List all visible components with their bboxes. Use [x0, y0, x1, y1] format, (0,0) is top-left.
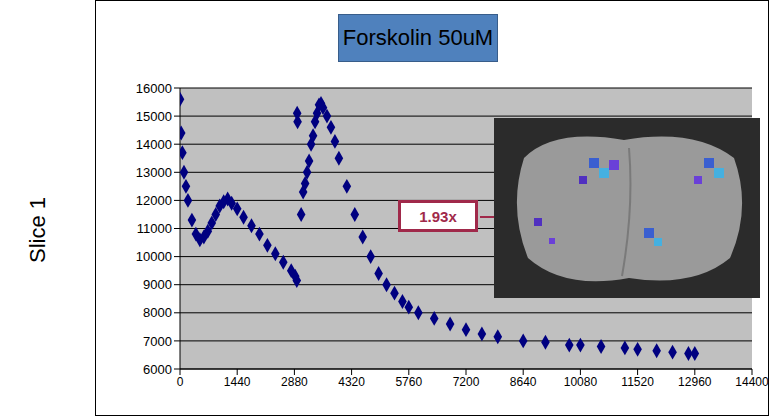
svg-text:14000: 14000 — [136, 137, 172, 152]
svg-text:4320: 4320 — [338, 375, 365, 389]
svg-text:0: 0 — [177, 375, 184, 389]
svg-text:12000: 12000 — [136, 193, 172, 208]
svg-text:11520: 11520 — [621, 375, 654, 389]
svg-text:11000: 11000 — [137, 221, 172, 236]
svg-text:16000: 16000 — [136, 81, 172, 96]
svg-text:15000: 15000 — [136, 109, 172, 124]
svg-text:1440: 1440 — [224, 375, 251, 389]
svg-text:14400: 14400 — [735, 375, 769, 389]
svg-text:10000: 10000 — [136, 249, 172, 264]
svg-text:8640: 8640 — [510, 375, 537, 389]
svg-text:7000: 7000 — [143, 334, 172, 349]
svg-text:12960: 12960 — [678, 375, 712, 389]
svg-text:7200: 7200 — [453, 375, 480, 389]
svg-text:2880: 2880 — [281, 375, 308, 389]
svg-text:6000: 6000 — [143, 362, 172, 377]
svg-text:5760: 5760 — [395, 375, 422, 389]
svg-text:13000: 13000 — [136, 165, 172, 180]
svg-text:9000: 9000 — [143, 277, 172, 292]
html-text:1.93x: 1.93x — [419, 207, 457, 225]
html-text:Forskolin 50uM: Forskolin 50uM — [342, 25, 494, 50]
html-text:Slice 1: Slice 1 — [25, 197, 50, 263]
svg-text:8000: 8000 — [143, 305, 172, 320]
svg-text:10080: 10080 — [564, 375, 598, 389]
